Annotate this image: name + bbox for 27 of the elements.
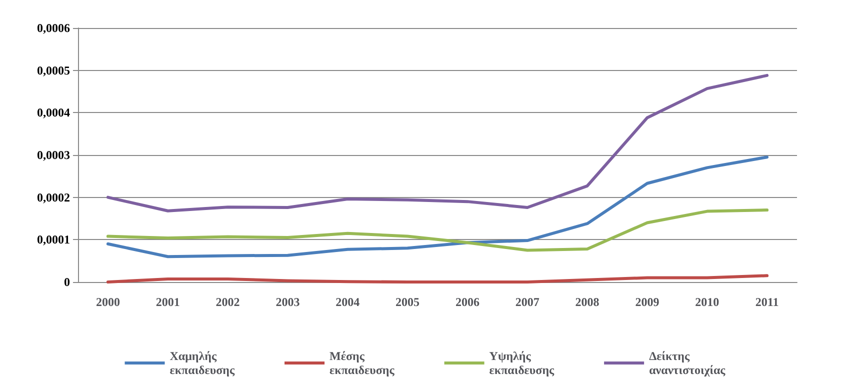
x-tick-label: 2008 bbox=[575, 295, 600, 309]
x-tick-label: 2001 bbox=[156, 295, 180, 309]
x-tick-label: 2007 bbox=[515, 295, 540, 309]
x-tick-label: 2005 bbox=[396, 295, 420, 309]
y-tick-label: 0,0005 bbox=[37, 63, 70, 78]
y-tick-label: 0 bbox=[64, 275, 70, 289]
y-tick-label: 0,0004 bbox=[37, 106, 70, 120]
y-tick-label: 0,0003 bbox=[37, 148, 70, 162]
legend-label: Χαμηλής εκπαιδευσης bbox=[170, 349, 236, 377]
x-tick-label: 2004 bbox=[336, 295, 360, 309]
x-tick-label: 2003 bbox=[276, 295, 300, 309]
y-tick-label: 0,0002 bbox=[37, 190, 70, 204]
x-tick-label: 2011 bbox=[755, 295, 779, 309]
y-tick-label: 0,0006 bbox=[37, 21, 70, 35]
legend-label: Υψηλής εκπαιδευσης bbox=[489, 349, 556, 377]
x-tick-label: 2002 bbox=[216, 295, 240, 309]
line-series bbox=[106, 156, 769, 258]
x-tick-label: 2010 bbox=[695, 295, 720, 309]
legend-label: Δείκτης αναντιστοιχίας bbox=[649, 349, 726, 377]
x-tick-label: 2006 bbox=[455, 295, 480, 309]
line-series bbox=[106, 208, 769, 252]
x-tick-label: 2009 bbox=[635, 295, 660, 309]
y-tick-label: 0,0001 bbox=[37, 232, 70, 247]
legend-label: Μέσης εκπαιδευσης bbox=[330, 349, 396, 377]
line-series bbox=[106, 74, 769, 212]
x-tick-label: 2000 bbox=[96, 295, 120, 309]
line-series bbox=[106, 274, 769, 284]
